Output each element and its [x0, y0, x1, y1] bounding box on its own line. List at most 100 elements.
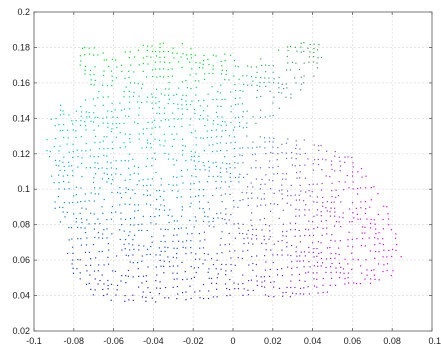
scatter-point — [308, 209, 310, 211]
scatter-point — [75, 194, 77, 196]
scatter-point — [94, 193, 96, 195]
scatter-point — [243, 83, 245, 85]
scatter-point — [137, 204, 140, 206]
scatter-point — [116, 127, 118, 129]
scatter-point — [216, 259, 218, 261]
scatter-point — [251, 212, 253, 214]
scatter-point — [146, 229, 148, 232]
scatter-point — [255, 76, 257, 78]
scatter-point — [119, 238, 121, 241]
scatter-point — [107, 279, 109, 282]
scatter-point — [189, 124, 191, 126]
scatter-point — [190, 159, 192, 161]
scatter-point — [272, 141, 274, 143]
scatter-point — [233, 199, 235, 202]
scatter-point — [106, 116, 108, 118]
scatter-point — [124, 300, 126, 302]
scatter-point — [142, 57, 145, 59]
scatter-point — [141, 101, 143, 104]
scatter-point — [299, 148, 301, 150]
scatter-point — [225, 208, 227, 210]
scatter-point — [60, 109, 62, 111]
scatter-point — [207, 160, 210, 163]
scatter-point — [220, 105, 222, 107]
scatter-point — [353, 217, 355, 219]
scatter-point — [268, 275, 271, 277]
scatter-point — [316, 196, 318, 198]
scatter-point — [291, 274, 293, 276]
scatter-point — [55, 117, 57, 120]
scatter-point — [313, 75, 315, 77]
scatter-point — [316, 214, 318, 216]
scatter-point — [225, 274, 227, 276]
scatter-point — [237, 66, 239, 68]
scatter-point — [340, 226, 342, 228]
scatter-point — [238, 78, 240, 80]
scatter-point — [247, 65, 249, 67]
scatter-point — [168, 94, 170, 96]
scatter-point — [235, 90, 237, 92]
scatter-point — [181, 206, 183, 208]
scatter-point — [286, 286, 288, 289]
scatter-point — [202, 161, 204, 164]
scatter-point — [193, 226, 195, 228]
scatter-point — [276, 268, 278, 271]
scatter-point — [194, 54, 196, 56]
scatter-point — [182, 182, 184, 184]
scatter-point — [229, 250, 231, 252]
scatter-point — [141, 229, 143, 232]
scatter-point — [295, 246, 297, 248]
scatter-point — [66, 129, 69, 131]
scatter-point — [364, 200, 366, 203]
scatter-point — [335, 267, 337, 269]
scatter-point — [281, 198, 284, 200]
scatter-point — [164, 140, 166, 142]
scatter-point — [242, 199, 244, 201]
scatter-point — [172, 184, 174, 186]
scatter-point — [84, 99, 87, 101]
scatter-point — [215, 111, 218, 114]
scatter-point — [304, 234, 306, 237]
scatter-point — [198, 232, 200, 235]
scatter-point — [263, 235, 265, 237]
scatter-point — [176, 159, 178, 161]
scatter-point — [92, 98, 94, 100]
scatter-point — [173, 118, 175, 120]
scatter-point — [147, 266, 149, 268]
scatter-point — [103, 148, 105, 150]
scatter-point — [127, 188, 130, 190]
scatter-point — [80, 244, 83, 246]
scatter-point — [178, 228, 180, 230]
scatter-point — [155, 171, 157, 174]
scatter-point — [295, 208, 297, 210]
scatter-point — [251, 192, 253, 194]
scatter-point — [208, 290, 210, 292]
scatter-point — [234, 264, 236, 266]
scatter-point — [309, 195, 311, 197]
scatter-point — [103, 294, 105, 297]
scatter-point — [251, 233, 254, 236]
scatter-point — [316, 201, 318, 203]
scatter-point — [76, 268, 78, 270]
scatter-point — [230, 91, 232, 93]
scatter-point — [290, 229, 292, 231]
scatter-point — [286, 69, 288, 71]
scatter-point — [264, 269, 267, 271]
scatter-point — [261, 285, 263, 288]
scatter-point — [163, 145, 165, 147]
scatter-point — [360, 207, 362, 209]
scatter-point — [272, 65, 274, 67]
scatter-point — [299, 153, 301, 155]
scatter-point — [366, 218, 368, 220]
scatter-point — [392, 270, 394, 272]
scatter-point — [111, 102, 113, 104]
scatter-point — [278, 217, 280, 220]
scatter-point — [265, 204, 267, 206]
scatter-point — [220, 167, 222, 169]
scatter-point — [388, 224, 390, 226]
scatter-point — [268, 81, 270, 83]
scatter-point — [159, 43, 161, 45]
scatter-point — [255, 238, 258, 240]
scatter-point — [168, 297, 170, 299]
scatter-point — [53, 145, 55, 148]
